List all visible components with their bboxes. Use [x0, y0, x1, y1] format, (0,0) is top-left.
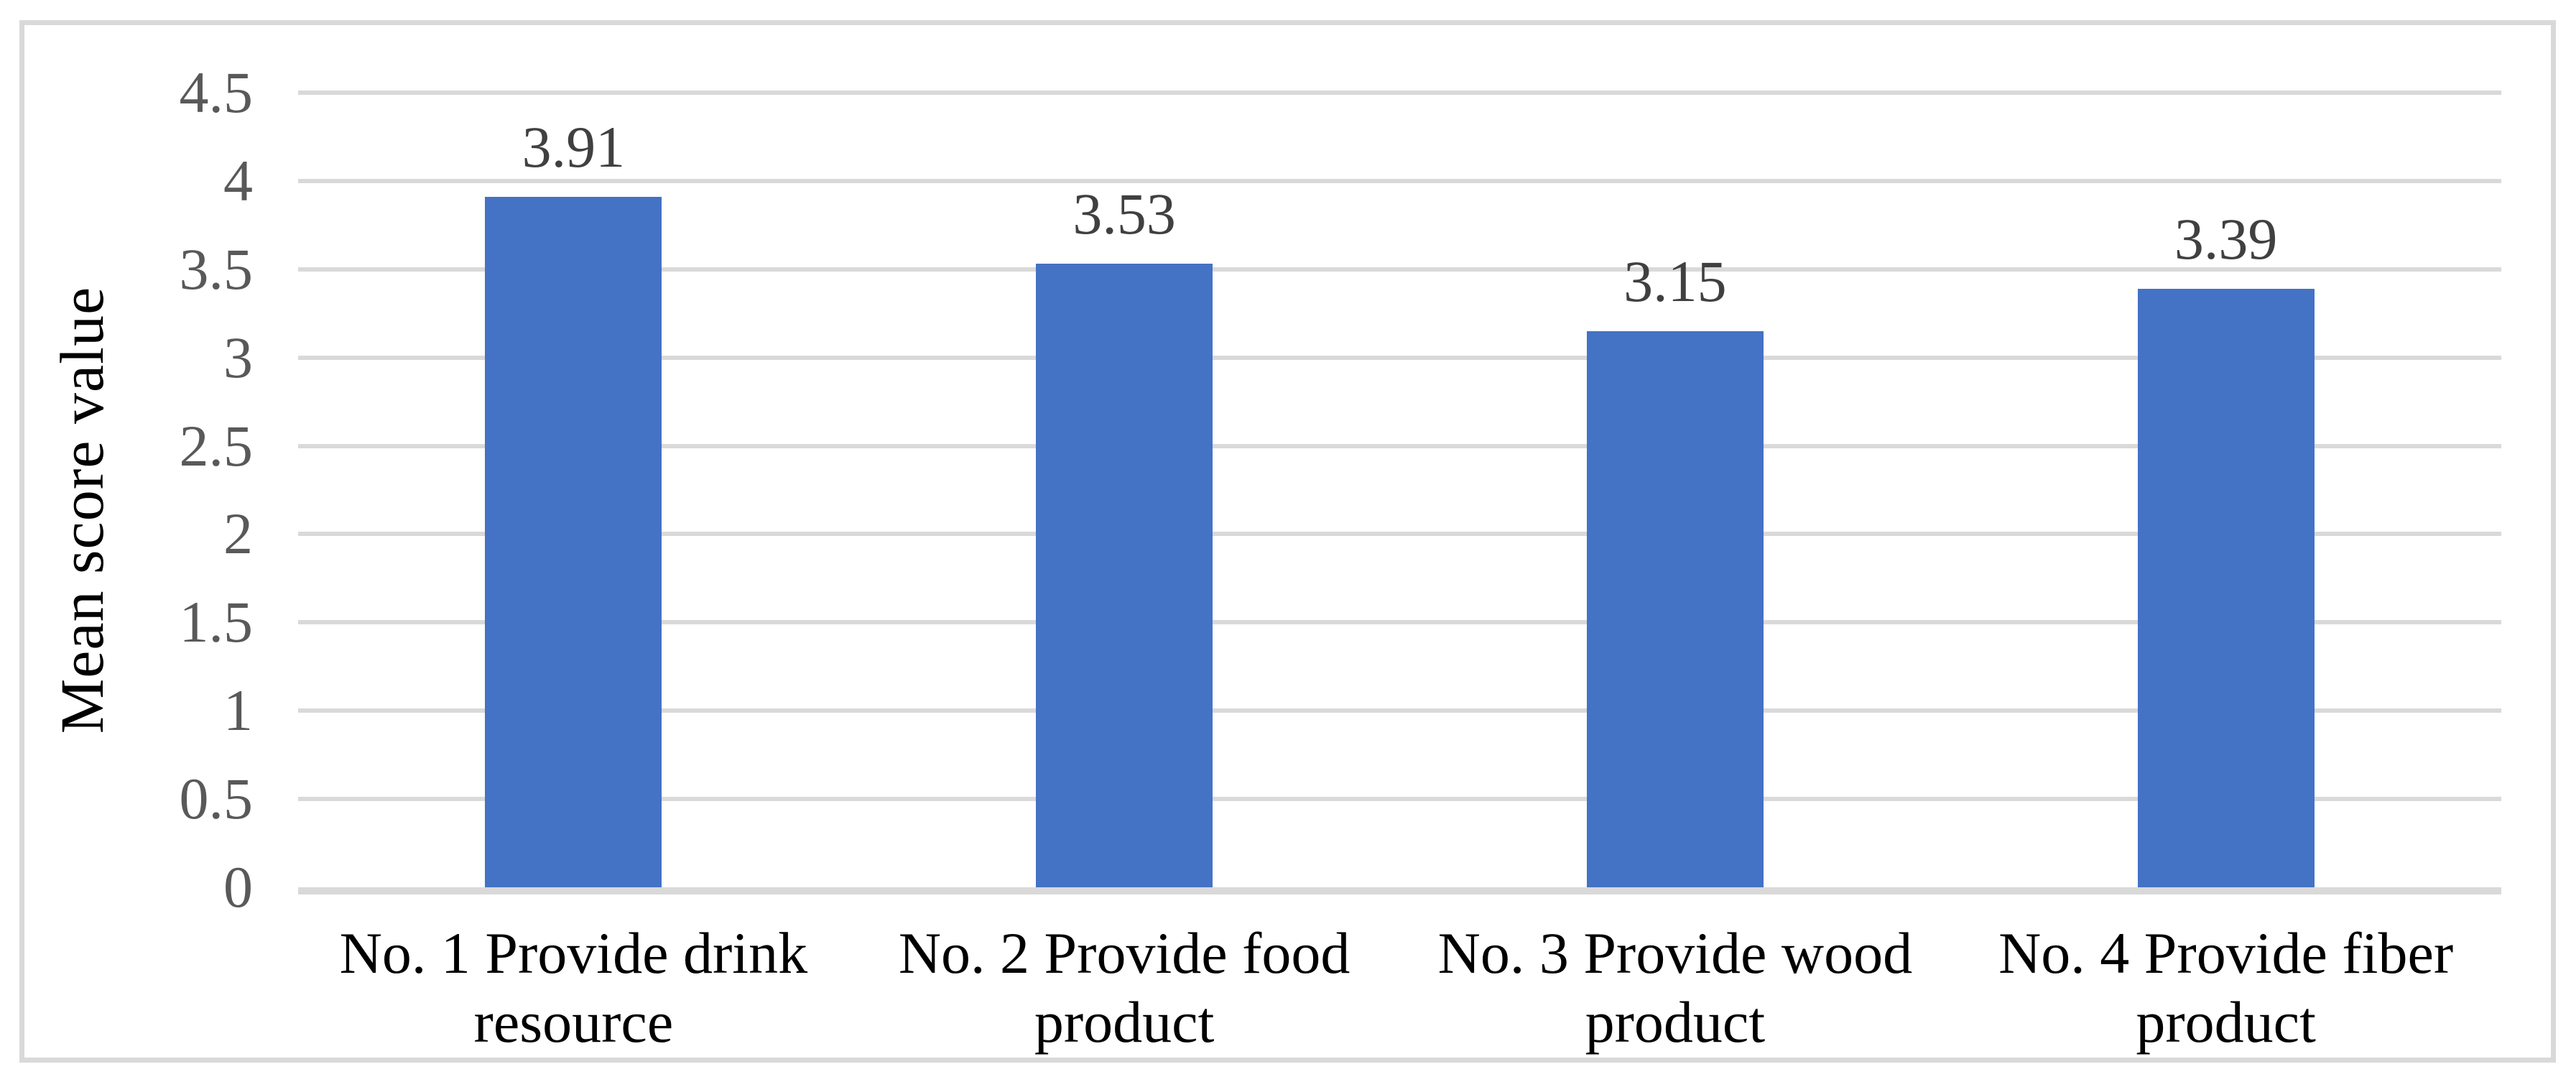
- y-gridline: [298, 355, 2501, 360]
- category-label: No. 2 Provide food product: [844, 919, 1404, 1057]
- y-tick-label: 1: [223, 678, 253, 744]
- category-label-line: No. 1 Provide drink: [339, 920, 808, 986]
- y-gridline: [298, 620, 2501, 625]
- x-axis-line: [298, 887, 2501, 894]
- category-label-line: resource: [473, 989, 674, 1055]
- y-gridline: [298, 708, 2501, 713]
- y-gridline: [298, 91, 2501, 95]
- y-gridline: [298, 178, 2501, 183]
- bar: [485, 197, 662, 887]
- bar: [1586, 331, 1764, 887]
- category-label-line: No. 3 Provide wood: [1437, 920, 1913, 986]
- category-label: No. 3 Provide wood product: [1395, 919, 1955, 1057]
- bar-value-label: 3.39: [2174, 206, 2278, 272]
- y-gridline: [298, 532, 2501, 537]
- y-tick-label: 3: [223, 324, 253, 390]
- y-tick-label: 3.5: [179, 236, 254, 302]
- category-label-line: No. 4 Provide fiber: [1998, 920, 2454, 986]
- y-gridline: [298, 443, 2501, 448]
- y-gridline: [298, 797, 2501, 802]
- category-label-line: product: [2136, 989, 2316, 1055]
- bar: [1036, 264, 1213, 887]
- y-tick-label: 4.5: [179, 60, 254, 125]
- y-tick-label: 0.5: [179, 766, 254, 832]
- bar-value-label: 3.53: [1072, 181, 1176, 246]
- y-tick-label: 2: [223, 501, 253, 567]
- chart-frame: Mean score value 4.5 4 3.5 3 2.5 2 1.5 1 0.5 0 3.9…: [19, 20, 2556, 1063]
- y-gridline: [298, 267, 2501, 272]
- bar: [2137, 289, 2315, 887]
- y-tick-label: 2.5: [179, 412, 254, 478]
- category-label: No. 4 Provide fiber product: [1946, 919, 2506, 1057]
- y-tick-label: 0: [223, 854, 253, 920]
- category-label-line: product: [1034, 989, 1215, 1055]
- bar-value-label: 3.15: [1623, 249, 1727, 314]
- category-label-line: product: [1585, 989, 1766, 1055]
- category-label: No. 1 Provide drink resource: [293, 919, 853, 1057]
- bar-value-label: 3.91: [522, 114, 626, 180]
- category-label-line: No. 2 Provide food: [898, 920, 1350, 986]
- y-tick-label: 1.5: [179, 589, 254, 655]
- y-tick-label: 4: [223, 147, 253, 213]
